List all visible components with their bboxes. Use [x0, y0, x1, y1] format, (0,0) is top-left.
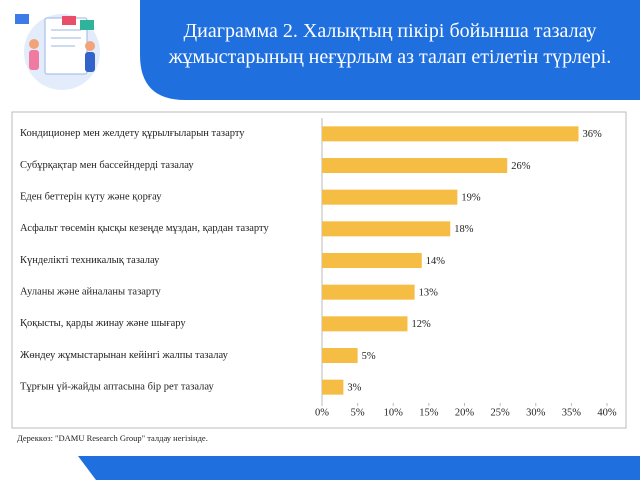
value-label: 19% [461, 193, 481, 204]
source-note: Дереккөз: "DAMU Research Group" талдау н… [17, 433, 208, 443]
x-tick-label: 0% [315, 407, 329, 418]
footer-band [78, 456, 640, 480]
bar [322, 379, 344, 395]
x-tick-label: 15% [419, 407, 439, 418]
bar [322, 189, 458, 205]
value-label: 18% [454, 224, 474, 235]
illustration [15, 14, 100, 90]
category-label: Қоқысты, қарды жинау және шығару [20, 318, 186, 329]
x-tick-label: 10% [384, 407, 404, 418]
x-tick-label: 25% [491, 407, 511, 418]
category-label: Тұрғын үй-жайды аптасына бір рет тазалау [20, 382, 214, 393]
category-label: Жөндеу жұмыстарынан кейінгі жалпы тазала… [20, 350, 229, 361]
bar [322, 316, 408, 332]
category-label: Асфальт төсемін қысқы кезеңде мұздан, қа… [20, 223, 269, 234]
bar [322, 221, 451, 237]
value-label: 5% [362, 351, 376, 362]
category-label: Кондиционер мен желдету құрылғыларын таз… [20, 128, 245, 139]
bar [322, 348, 358, 363]
header-band [140, 0, 640, 100]
value-label: 13% [419, 288, 439, 299]
bar [322, 253, 422, 268]
category-label: Күнделікті техникалық тазалау [20, 255, 160, 266]
x-tick-label: 5% [351, 407, 365, 418]
x-tick-label: 20% [455, 407, 475, 418]
chart-frame [11, 111, 627, 429]
value-label: 3% [347, 383, 361, 394]
value-label: 12% [412, 319, 432, 330]
bar [322, 284, 415, 300]
category-label: Субұрқақтар мен бассейндерді тазалау [20, 160, 194, 171]
x-tick-label: 30% [526, 407, 546, 418]
bar [322, 126, 579, 142]
value-label: 26% [511, 161, 531, 172]
category-label: Еден беттерін күту және қорғау [20, 192, 162, 203]
category-label: Ауланы және айналаны тазарту [20, 287, 161, 298]
value-label: 36% [583, 129, 603, 140]
chart-title: Диаграмма 2. Халықтың пікірі бойынша таз… [168, 20, 612, 68]
x-tick-label: 35% [562, 407, 582, 418]
x-tick-label: 40% [597, 407, 617, 418]
value-label: 14% [426, 256, 446, 267]
bar [322, 158, 508, 173]
